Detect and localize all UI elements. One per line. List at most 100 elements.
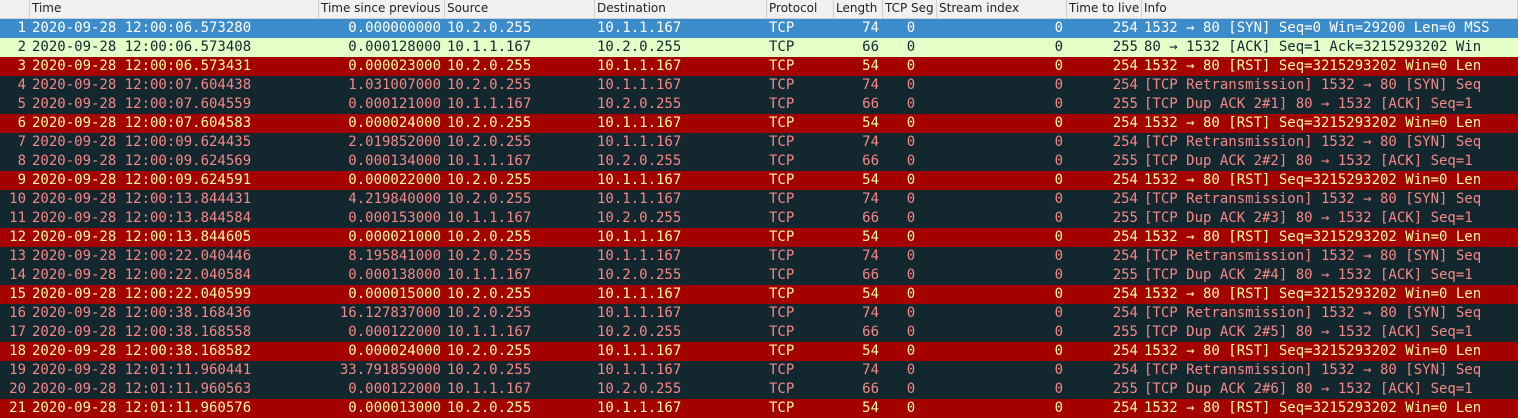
packet-tcp-seg: 0 (906, 229, 916, 245)
packet-destination: 10.1.1.167 (597, 229, 682, 245)
table-row[interactable]: 15 2020-09-28 12:00:22.040599 0.000015000 1… (0, 285, 1518, 304)
table-row[interactable]: 19 2020-09-28 12:01:11.960441 33.791859000… (0, 361, 1518, 380)
packet-info: [TCP Dup ACK 2#4] 80 → 1532 [ACK] Seq=1 (1144, 267, 1473, 283)
packet-number: 3 (17, 58, 26, 74)
packet-protocol: TCP (769, 324, 795, 340)
column-header-number[interactable] (0, 0, 30, 18)
packet-source: 10.1.1.167 (447, 210, 532, 226)
column-header-source[interactable]: Source (445, 0, 595, 18)
packet-source: 10.2.0.255 (447, 115, 532, 131)
packet-protocol: TCP (769, 305, 795, 321)
table-row[interactable]: 14 2020-09-28 12:00:22.040584 0.000138000 1… (0, 266, 1518, 285)
packet-ttl: 255 (1112, 39, 1138, 55)
table-row[interactable]: 18 2020-09-28 12:00:38.168582 0.000024000 1… (0, 342, 1518, 361)
packet-list[interactable]: 1 2020-09-28 12:00:06.573280 0.000000000 10… (0, 19, 1518, 418)
packet-ttl: 254 (1112, 77, 1138, 93)
packet-source: 10.1.1.167 (447, 267, 532, 283)
column-header-time-delta[interactable]: Time since previous (319, 0, 445, 18)
packet-ttl: 254 (1112, 400, 1138, 416)
column-header-destination[interactable]: Destination (595, 0, 767, 18)
packet-tcp-seg: 0 (906, 153, 916, 169)
table-row[interactable]: 4 2020-09-28 12:00:07.604438 1.031007000 10… (0, 76, 1518, 95)
packet-info: [TCP Retransmission] 1532 → 80 [SYN] Seq (1144, 191, 1482, 207)
table-row[interactable]: 12 2020-09-28 12:00:13.844605 0.000021000 1… (0, 228, 1518, 247)
packet-info: 80 → 1532 [ACK] Seq=1 Ack=3215293202 Win (1144, 39, 1482, 55)
packet-number: 10 (9, 191, 26, 207)
table-row[interactable]: 21 2020-09-28 12:01:11.960576 0.000013000 1… (0, 399, 1518, 418)
packet-number: 19 (9, 362, 26, 378)
table-row[interactable]: 16 2020-09-28 12:00:38.168436 16.127837000… (0, 304, 1518, 323)
packet-length: 74 (862, 305, 879, 321)
packet-time: 2020-09-28 12:00:06.573408 (32, 39, 252, 55)
column-header-length[interactable]: Length (834, 0, 883, 18)
packet-number: 18 (9, 343, 26, 359)
packet-length: 66 (862, 96, 879, 112)
packet-stream-index: 0 (1054, 400, 1063, 416)
table-row[interactable]: 10 2020-09-28 12:00:13.844431 4.219840000 1… (0, 190, 1518, 209)
table-row[interactable]: 2 2020-09-28 12:00:06.573408 0.000128000 10… (0, 38, 1518, 57)
table-row[interactable]: 17 2020-09-28 12:00:38.168558 0.000122000 1… (0, 323, 1518, 342)
packet-tcp-seg: 0 (906, 20, 916, 36)
packet-time: 2020-09-28 12:00:07.604438 (32, 77, 252, 93)
packet-time-delta: 0.000153000 (348, 210, 441, 226)
packet-tcp-seg: 0 (906, 267, 916, 283)
packet-destination: 10.1.1.167 (597, 362, 682, 378)
packet-stream-index: 0 (1054, 191, 1063, 207)
packet-tcp-seg: 0 (906, 172, 916, 188)
packet-stream-index: 0 (1054, 210, 1063, 226)
column-header-info[interactable]: Info (1142, 0, 1518, 18)
table-row[interactable]: 1 2020-09-28 12:00:06.573280 0.000000000 10… (0, 19, 1518, 38)
packet-tcp-seg: 0 (906, 96, 916, 112)
packet-stream-index: 0 (1054, 229, 1063, 245)
table-row[interactable]: 9 2020-09-28 12:00:09.624591 0.000022000 10… (0, 171, 1518, 190)
column-header-time[interactable]: Time (30, 0, 319, 18)
packet-time-delta: 0.000024000 (348, 343, 441, 359)
packet-destination: 10.1.1.167 (597, 172, 682, 188)
packet-time-delta: 0.000024000 (348, 115, 441, 131)
packet-time: 2020-09-28 12:00:09.624591 (32, 172, 252, 188)
table-row[interactable]: 6 2020-09-28 12:00:07.604583 0.000024000 10… (0, 114, 1518, 133)
packet-info: [TCP Dup ACK 2#6] 80 → 1532 [ACK] Seq=1 (1144, 381, 1473, 397)
packet-length: 66 (862, 324, 879, 340)
packet-source: 10.2.0.255 (447, 362, 532, 378)
packet-number: 9 (17, 172, 26, 188)
packet-number: 13 (9, 248, 26, 264)
column-header-tcp-seg[interactable]: TCP Seg (883, 0, 937, 18)
packet-length: 54 (862, 172, 879, 188)
packet-number: 12 (9, 229, 26, 245)
packet-source: 10.1.1.167 (447, 39, 532, 55)
packet-time-delta: 0.000000000 (348, 20, 441, 36)
packet-destination: 10.2.0.255 (597, 324, 682, 340)
table-row[interactable]: 3 2020-09-28 12:00:06.573431 0.000023000 10… (0, 57, 1518, 76)
column-header-protocol[interactable]: Protocol (767, 0, 834, 18)
packet-time: 2020-09-28 12:00:38.168436 (32, 305, 252, 321)
packet-number: 4 (17, 77, 26, 93)
packet-tcp-seg: 0 (906, 362, 916, 378)
table-row[interactable]: 11 2020-09-28 12:00:13.844584 0.000153000 1… (0, 209, 1518, 228)
packet-ttl: 254 (1112, 229, 1138, 245)
table-row[interactable]: 20 2020-09-28 12:01:11.960563 0.000122000 1… (0, 380, 1518, 399)
column-header-stream-index[interactable]: Stream index (937, 0, 1067, 18)
packet-ttl: 254 (1112, 134, 1138, 150)
packet-number: 16 (9, 305, 26, 321)
column-header-ttl[interactable]: Time to live (1067, 0, 1142, 18)
table-row[interactable]: 13 2020-09-28 12:00:22.040446 8.195841000 1… (0, 247, 1518, 266)
table-row[interactable]: 8 2020-09-28 12:00:09.624569 0.000134000 10… (0, 152, 1518, 171)
table-row[interactable]: 7 2020-09-28 12:00:09.624435 2.019852000 10… (0, 133, 1518, 152)
packet-protocol: TCP (769, 229, 795, 245)
packet-time: 2020-09-28 12:00:38.168582 (32, 343, 252, 359)
packet-length: 66 (862, 210, 879, 226)
packet-source: 10.1.1.167 (447, 324, 532, 340)
packet-time: 2020-09-28 12:00:06.573280 (32, 20, 252, 36)
packet-tcp-seg: 0 (906, 305, 916, 321)
packet-protocol: TCP (769, 381, 795, 397)
table-row[interactable]: 5 2020-09-28 12:00:07.604559 0.000121000 10… (0, 95, 1518, 114)
packet-info: [TCP Retransmission] 1532 → 80 [SYN] Seq (1144, 305, 1482, 321)
packet-protocol: TCP (769, 362, 795, 378)
packet-length: 54 (862, 115, 879, 131)
packet-source: 10.2.0.255 (447, 172, 532, 188)
packet-tcp-seg: 0 (906, 248, 916, 264)
packet-length: 54 (862, 286, 879, 302)
packet-source: 10.2.0.255 (447, 77, 532, 93)
packet-tcp-seg: 0 (906, 191, 916, 207)
